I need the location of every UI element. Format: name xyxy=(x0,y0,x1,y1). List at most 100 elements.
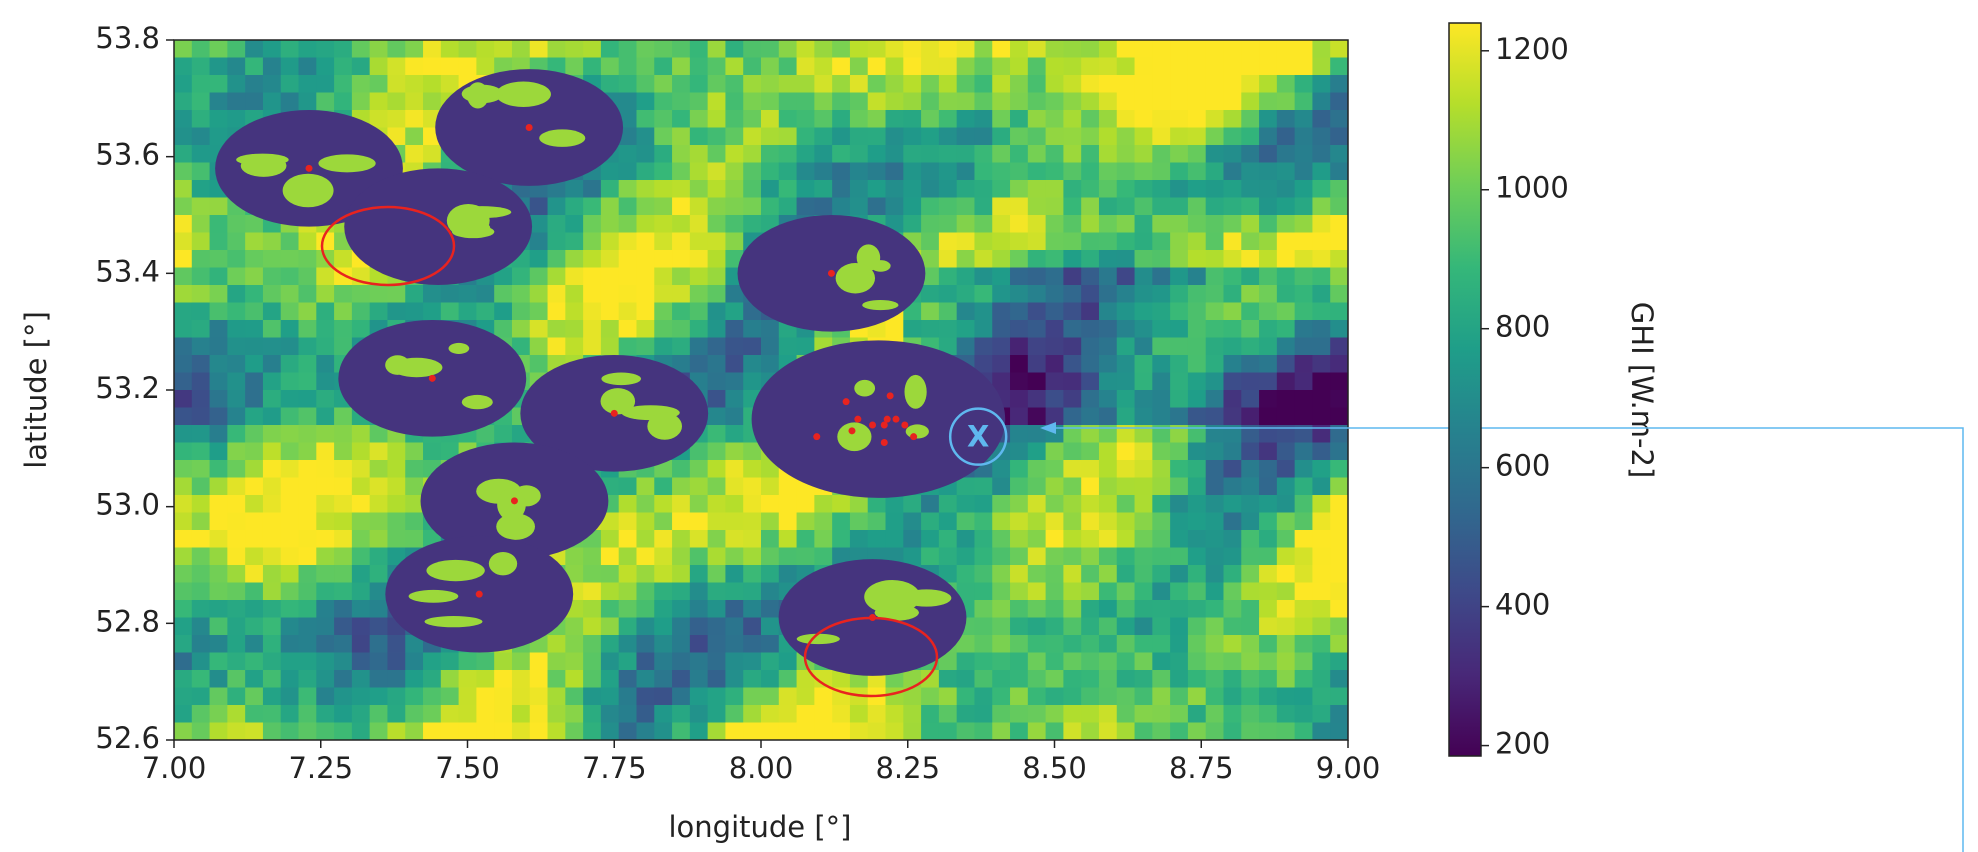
field-cell xyxy=(867,180,887,199)
field-cell xyxy=(529,652,549,671)
field-cell xyxy=(1134,442,1153,461)
field-cell xyxy=(832,197,851,216)
field-cell xyxy=(725,355,744,374)
field-cell xyxy=(885,495,904,514)
field-cell xyxy=(707,425,727,444)
field-cell xyxy=(458,652,477,671)
field-cell xyxy=(280,250,300,269)
field-cell xyxy=(1294,407,1314,426)
field-cell xyxy=(1027,355,1047,374)
field-cell xyxy=(1330,722,1348,740)
field-cell xyxy=(636,110,655,129)
field-cell xyxy=(1205,145,1225,164)
field-cell xyxy=(1152,617,1171,636)
field-cell xyxy=(938,530,958,549)
field-cell xyxy=(761,670,780,689)
field-cell xyxy=(992,652,1011,671)
field-cell xyxy=(938,197,958,216)
field-cell xyxy=(245,600,264,619)
field-cell xyxy=(654,302,673,321)
field-cell xyxy=(316,670,335,689)
field-cell xyxy=(707,320,727,339)
field-cell xyxy=(1187,250,1207,269)
field-cell xyxy=(1241,110,1260,129)
field-cell xyxy=(529,670,549,689)
field-cell xyxy=(334,722,353,740)
field-cell xyxy=(1223,75,1242,94)
field-cell xyxy=(227,372,246,391)
footprint-patch xyxy=(835,263,876,294)
field-cell xyxy=(405,57,424,76)
field-cell xyxy=(547,232,566,251)
colorbar-tick-label: 1200 xyxy=(1495,32,1569,66)
field-cell xyxy=(1205,232,1225,251)
field-cell xyxy=(1312,460,1331,479)
field-cell xyxy=(351,425,371,444)
field-cell xyxy=(1241,250,1260,269)
field-cell xyxy=(689,442,709,461)
field-cell xyxy=(743,477,762,496)
field-cell xyxy=(992,180,1011,199)
field-cell xyxy=(956,687,976,706)
field-cell xyxy=(761,127,780,146)
field-cell xyxy=(1045,460,1064,479)
field-cell xyxy=(405,705,424,724)
field-cell xyxy=(1187,687,1207,706)
field-cell xyxy=(174,425,193,444)
field-cell xyxy=(1027,372,1047,391)
field-cell xyxy=(227,530,246,549)
field-cell xyxy=(174,372,193,391)
field-cell xyxy=(280,687,300,706)
field-cell xyxy=(1098,477,1118,496)
field-cell xyxy=(1259,267,1278,286)
field-cell xyxy=(1312,652,1331,671)
field-cell xyxy=(1330,687,1348,706)
field-cell xyxy=(1259,320,1278,339)
field-cell xyxy=(956,92,976,111)
overlay xyxy=(215,69,1006,698)
field-cell xyxy=(689,75,709,94)
field-cell xyxy=(387,442,406,461)
field-cell xyxy=(387,285,406,304)
field-cell xyxy=(654,127,673,146)
field-cell xyxy=(1205,320,1225,339)
field-cell xyxy=(1259,512,1278,531)
field-cell xyxy=(1294,530,1314,549)
field-cell xyxy=(369,600,389,619)
field-cell xyxy=(174,250,193,269)
field-cell xyxy=(529,302,549,321)
field-cell xyxy=(174,40,193,59)
colorbar-tick-label: 600 xyxy=(1495,449,1550,483)
field-cell xyxy=(600,722,620,740)
field-cell xyxy=(1098,337,1118,356)
field-cell xyxy=(405,687,424,706)
field-cell xyxy=(1098,40,1118,59)
field-cell xyxy=(1134,652,1153,671)
field-cell xyxy=(1259,600,1278,619)
field-cell xyxy=(334,635,353,654)
field-cell xyxy=(1152,320,1171,339)
field-cell xyxy=(1294,180,1314,199)
field-cell xyxy=(476,670,495,689)
field-cell xyxy=(992,495,1011,514)
field-cell xyxy=(1223,582,1242,601)
sensor-point xyxy=(848,427,856,435)
field-cell xyxy=(529,215,549,234)
field-cell xyxy=(227,582,246,601)
field-cell xyxy=(1330,110,1348,129)
field-cell xyxy=(1027,687,1047,706)
field-cell xyxy=(1063,197,1082,216)
field-cell xyxy=(618,197,638,216)
field-cell xyxy=(707,302,727,321)
field-cell xyxy=(1081,635,1100,654)
field-cell xyxy=(191,127,211,146)
field-cell xyxy=(761,530,780,549)
field-cell xyxy=(743,197,762,216)
field-cell xyxy=(707,285,727,304)
field-cell xyxy=(1081,40,1100,59)
field-cell xyxy=(334,320,353,339)
field-cell xyxy=(1116,162,1136,181)
field-cell xyxy=(672,110,691,129)
field-cell xyxy=(262,652,282,671)
field-cell xyxy=(636,617,655,636)
